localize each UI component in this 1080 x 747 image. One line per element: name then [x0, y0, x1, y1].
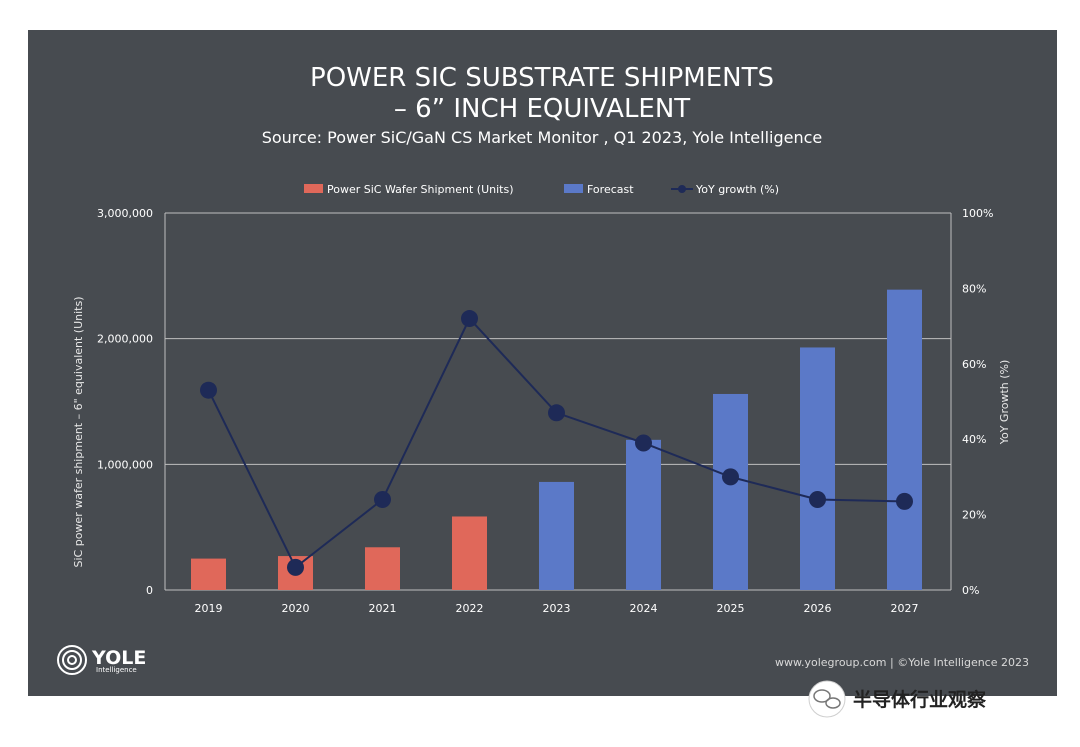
chart-title-line1: POWER SIC SUBSTRATE SHIPMENTS [310, 63, 774, 93]
growth-point [896, 492, 913, 510]
y-axis-label: SiC power wafer shipment – 6" equivalent… [72, 296, 85, 567]
chart-svg: POWER SIC SUBSTRATE SHIPMENTS – 6” INCH … [57, 63, 1029, 675]
y2-tick-label: 80% [962, 282, 986, 295]
legend-swatch [304, 184, 323, 193]
y-tick-label: 3,000,000 [97, 207, 153, 220]
y2-tick-label: 0% [962, 584, 979, 597]
legend-label: Forecast [587, 183, 634, 196]
chart-growth-line [200, 310, 913, 576]
growth-point [809, 491, 826, 509]
bar [452, 516, 487, 590]
x-tick-label: 2027 [891, 602, 919, 615]
logo-text: YOLE [91, 647, 146, 669]
legend-marker [678, 185, 686, 193]
chart-legend: Power SiC Wafer Shipment (Units) Forecast… [304, 183, 779, 196]
x-tick-label: 2020 [282, 602, 310, 615]
y2-tick-label: 100% [962, 207, 993, 220]
y2-tick-label: 20% [962, 509, 986, 522]
growth-point [635, 434, 652, 452]
yole-logo: YOLE Intelligence [57, 645, 146, 675]
bar [539, 481, 574, 590]
legend-label: Power SiC Wafer Shipment (Units) [327, 183, 514, 196]
y2-tick-label: 40% [962, 433, 986, 446]
chart-ticks: 0 1,000,000 2,000,000 3,000,000 0% 20% 40% 60% 8… [97, 207, 993, 615]
growth-point [287, 558, 304, 576]
bar [626, 439, 661, 590]
chart-bars [191, 289, 922, 590]
wechat-bubble-2 [825, 697, 841, 709]
y2-tick-label: 60% [962, 358, 986, 371]
x-tick-label: 2026 [804, 602, 832, 615]
chart-panel: POWER SIC SUBSTRATE SHIPMENTS – 6” INCH … [28, 30, 1057, 696]
bar [365, 547, 400, 590]
bar [713, 393, 748, 590]
logo-ring-outer [57, 645, 87, 675]
growth-point [548, 404, 565, 422]
logo-ring-middle [62, 650, 82, 670]
growth-point [200, 381, 217, 399]
x-tick-label: 2024 [630, 602, 658, 615]
bar [800, 347, 835, 590]
growth-point [461, 310, 478, 328]
legend-swatch [564, 184, 583, 193]
y2-axis-label: YoY Growth (%) [998, 360, 1011, 446]
legend-label: YoY growth (%) [695, 183, 779, 196]
chart-title-line2: – 6” INCH EQUIVALENT [394, 94, 690, 124]
logo-ring-inner [67, 655, 77, 665]
y-tick-label: 2,000,000 [97, 333, 153, 346]
logo-subtext: Intelligence [96, 666, 137, 674]
x-tick-label: 2021 [369, 602, 397, 615]
x-tick-label: 2019 [195, 602, 223, 615]
y-tick-label: 0 [146, 584, 153, 597]
bar [887, 289, 922, 590]
x-tick-label: 2025 [717, 602, 745, 615]
footer-credit: www.yolegroup.com | ©Yole Intelligence 2… [775, 656, 1029, 669]
chart-subtitle: Source: Power SiC/GaN CS Market Monitor … [262, 128, 823, 147]
y-tick-label: 1,000,000 [97, 458, 153, 471]
x-tick-label: 2023 [543, 602, 571, 615]
growth-point [722, 468, 739, 486]
growth-point [374, 491, 391, 509]
x-tick-label: 2022 [456, 602, 484, 615]
bar [191, 558, 226, 590]
